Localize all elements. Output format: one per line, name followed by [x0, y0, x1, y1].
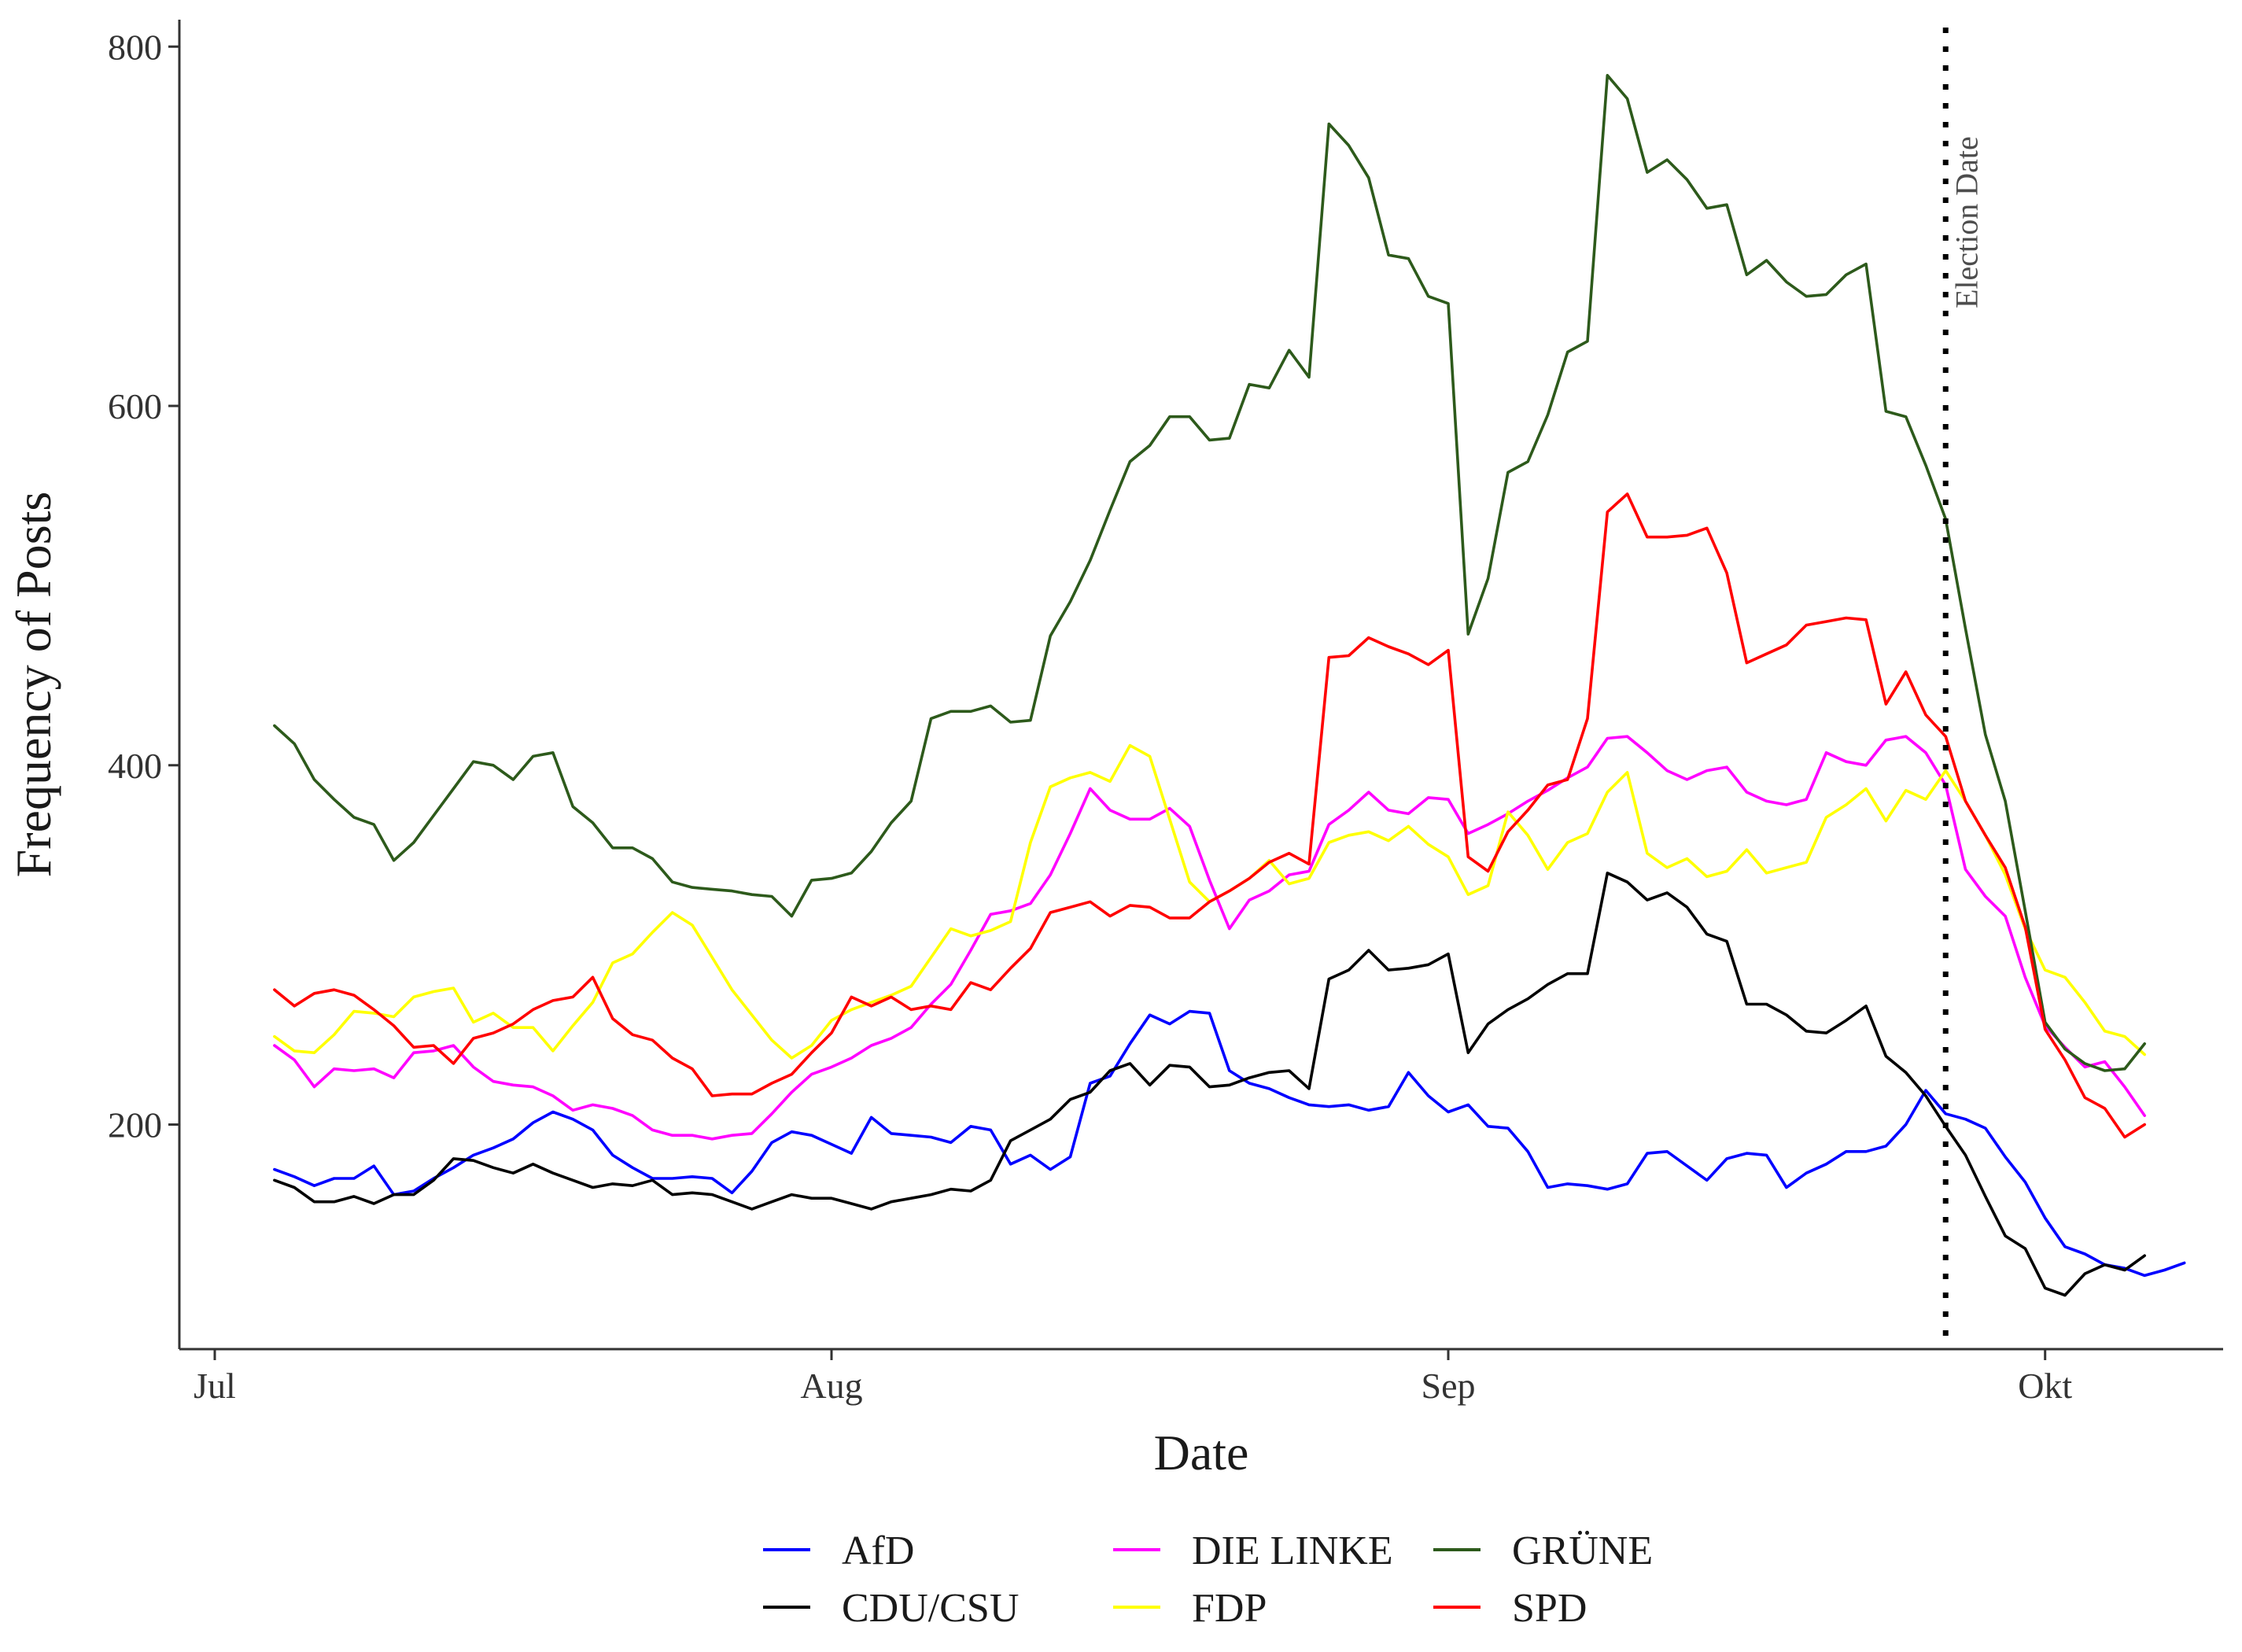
series-line-gr-ne — [273, 74, 2146, 1072]
legend-label: CDU/CSU — [842, 1586, 1019, 1631]
y-tick-label: 400 — [108, 746, 162, 786]
election-date-label: Election Date — [1949, 136, 1984, 308]
legend-item: DIE LINKE — [1113, 1528, 1393, 1573]
x-axis-title: Date — [1154, 1425, 1249, 1481]
legend-item: AfD — [763, 1528, 914, 1573]
legend-item: CDU/CSU — [763, 1586, 1019, 1631]
legend-label: FDP — [1192, 1586, 1267, 1631]
x-tick-label: Okt — [2018, 1366, 2072, 1406]
legend-label: GRÜNE — [1512, 1528, 1653, 1573]
x-tick-label: Jul — [194, 1366, 236, 1406]
legend: AfD CDU/CSU DIE LINKE FDP GRÜNE SPD — [763, 1528, 1653, 1631]
y-axis-title: Frequency of Posts — [6, 492, 61, 878]
x-tick-label: Aug — [800, 1366, 862, 1406]
series-line-spd — [273, 492, 2146, 1139]
y-tick-label: 600 — [108, 386, 162, 426]
y-tick-label: 200 — [108, 1105, 162, 1145]
y-axis-ticks: 200 400 600 800 — [108, 27, 179, 1145]
legend-label: AfD — [842, 1528, 914, 1573]
legend-label: SPD — [1512, 1586, 1587, 1631]
axes: 200 400 600 800 Jul Aug Sep Okt — [108, 20, 2223, 1406]
x-tick-label: Sep — [1422, 1366, 1476, 1406]
series-line-afd — [273, 1009, 2186, 1278]
legend-item: GRÜNE — [1433, 1528, 1653, 1573]
legend-item: SPD — [1433, 1586, 1587, 1631]
x-axis-ticks: Jul Aug Sep Okt — [194, 1349, 2072, 1406]
legend-label: DIE LINKE — [1192, 1528, 1393, 1573]
y-tick-label: 800 — [108, 27, 162, 67]
election-date-marker: Election Date — [1942, 28, 1984, 1349]
legend-item: FDP — [1113, 1586, 1267, 1631]
series-line-die-linke — [273, 735, 2146, 1141]
series-line-cdu-csu — [273, 872, 2146, 1297]
series-lines — [273, 74, 2186, 1297]
